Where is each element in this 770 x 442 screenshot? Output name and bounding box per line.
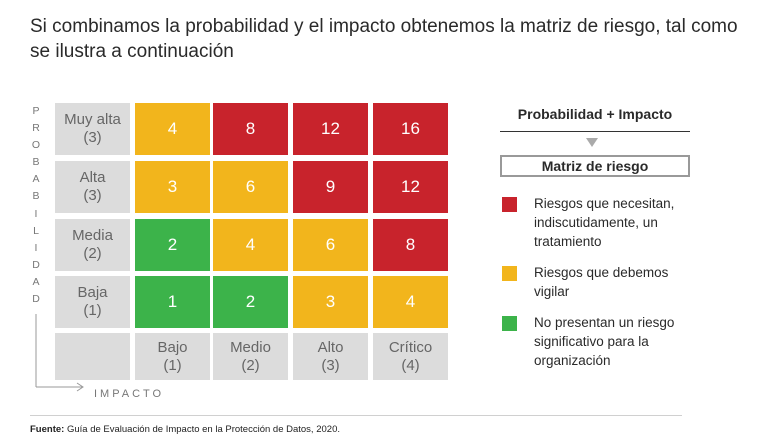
axis-letter: L	[33, 224, 39, 237]
matrix-cell: 4	[373, 276, 448, 328]
footer-divider	[30, 415, 682, 416]
source-text: Guía de Evaluación de Impacto en la Prot…	[66, 424, 340, 435]
axis-letter: B	[32, 190, 40, 203]
matrix-cell: 9	[293, 161, 368, 213]
arrow-down-icon	[586, 138, 598, 147]
row-header-line: (2)	[83, 245, 102, 262]
axis-letter: I	[34, 207, 38, 220]
column-header-line: (4)	[401, 356, 420, 374]
legend-box-label: Matriz de riesgo	[500, 155, 690, 177]
column-header-line: Bajo	[157, 338, 188, 356]
row-header: Alta (3)	[55, 161, 130, 213]
matrix-cell: 1	[135, 276, 210, 328]
column-header: Bajo (1)	[135, 333, 210, 380]
matrix-cell: 12	[293, 103, 368, 155]
matrix-cell: 8	[373, 219, 448, 271]
source-note: Fuente: Guía de Evaluación de Impacto en…	[30, 424, 340, 435]
page-title: Si combinamos la probabilidad y el impac…	[30, 14, 760, 64]
matrix-cell: 6	[213, 161, 288, 213]
axis-letter: P	[32, 105, 40, 117]
matrix-cell: 16	[373, 103, 448, 155]
axis-letter: B	[32, 156, 40, 169]
legend-text: Riesgos que debemos vigilar	[534, 263, 694, 301]
matrix-cell: 2	[135, 219, 210, 271]
column-header-line: Crítico	[388, 338, 433, 356]
column-header: Crítico (4)	[373, 333, 448, 380]
column-header-line: (2)	[241, 356, 260, 374]
column-header: Alto (3)	[293, 333, 368, 380]
column-header-line: (3)	[321, 356, 340, 374]
axis-letter: O	[31, 139, 41, 152]
row-header-line: Baja	[77, 284, 108, 301]
legend-line: organización	[534, 353, 611, 368]
matrix-cell: 4	[213, 219, 288, 271]
row-header-line: (1)	[83, 302, 102, 319]
matrix-cell: 2	[213, 276, 288, 328]
axis-letter: A	[32, 275, 40, 288]
risk-matrix: Muy alta (3) 4 8 12 16 Alta (3) 3 6 9 12 Media (2) 2 4 6…	[55, 103, 448, 380]
legend-line: No presentan un riesgo	[534, 315, 675, 330]
legend-line: significativo para la	[534, 334, 649, 349]
legend-swatch-green	[502, 316, 517, 331]
legend-line: indiscutidamente, un	[534, 215, 658, 230]
legend-swatch-yellow	[502, 266, 517, 281]
legend-divider	[500, 131, 690, 132]
column-header-line: (1)	[163, 356, 182, 374]
legend-text: Riesgos que necesitan, indiscutidamente,…	[534, 194, 694, 251]
legend-text: No presentan un riesgo significativo par…	[534, 313, 694, 370]
matrix-cell: 3	[135, 161, 210, 213]
row-header-line: (3)	[83, 129, 102, 146]
row-header-line: Media	[72, 227, 113, 244]
axis-letter: A	[32, 173, 40, 186]
column-header-line: Medio	[230, 338, 271, 356]
row-header-line: Alta	[79, 169, 106, 186]
title-line-1: Si combinamos la probabilidad y el impac…	[30, 16, 738, 37]
column-header: Medio (2)	[213, 333, 288, 380]
legend-swatch-red	[502, 197, 517, 212]
row-header: Baja (1)	[55, 276, 130, 328]
impact-axis-label: IMPACTO	[94, 388, 165, 400]
row-header: Muy alta (3)	[55, 103, 130, 155]
axis-letter: D	[32, 293, 40, 306]
row-header-line: (3)	[83, 187, 102, 204]
probability-axis-label: P R O B A B I L I D A D	[30, 103, 42, 308]
corner-cell	[55, 333, 130, 380]
row-header: Media (2)	[55, 219, 130, 271]
row-header-line: Muy alta	[64, 111, 121, 128]
legend-title: Probabilidad + Impacto	[517, 106, 673, 122]
legend-line: tratamiento	[534, 234, 602, 249]
matrix-cell: 4	[135, 103, 210, 155]
axis-letter: I	[34, 241, 38, 254]
legend-line: Riesgos que necesitan,	[534, 196, 675, 211]
column-header-line: Alto	[317, 338, 344, 356]
title-line-2: se ilustra a continuación	[30, 41, 234, 62]
axis-letter: D	[32, 258, 40, 271]
matrix-cell: 8	[213, 103, 288, 155]
source-label: Fuente:	[30, 424, 65, 435]
axis-letter: R	[32, 122, 40, 135]
legend-line: vigilar	[534, 284, 570, 299]
matrix-cell: 6	[293, 219, 368, 271]
legend-line: Riesgos que debemos	[534, 265, 669, 280]
matrix-cell: 3	[293, 276, 368, 328]
matrix-cell: 12	[373, 161, 448, 213]
